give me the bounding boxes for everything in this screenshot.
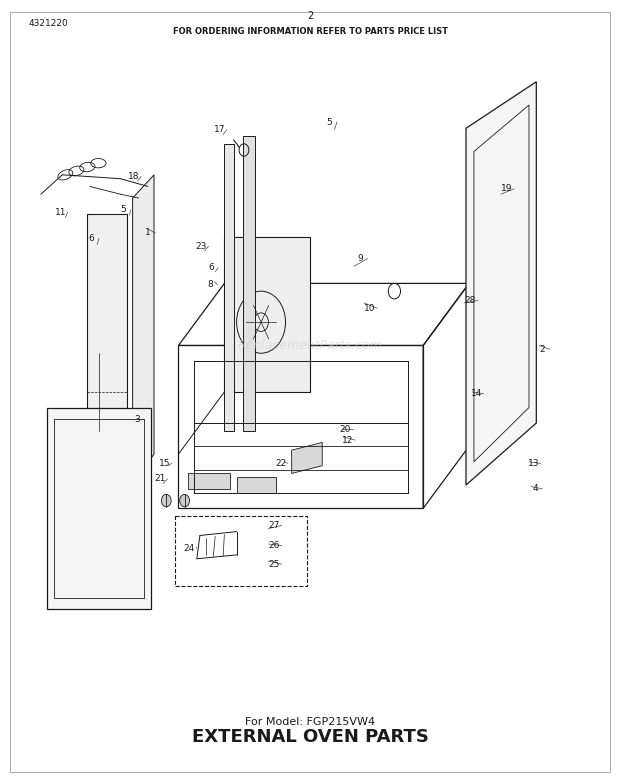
Polygon shape <box>188 474 231 489</box>
Text: 21: 21 <box>154 474 166 484</box>
Text: 11: 11 <box>55 208 66 216</box>
Text: 19: 19 <box>501 184 513 194</box>
Text: EXTERNAL OVEN PARTS: EXTERNAL OVEN PARTS <box>192 728 428 746</box>
Text: 20: 20 <box>340 425 351 434</box>
Circle shape <box>161 495 171 506</box>
Polygon shape <box>224 237 310 392</box>
Text: 27: 27 <box>269 521 280 530</box>
Text: 12: 12 <box>342 436 353 445</box>
Text: 4321220: 4321220 <box>29 19 68 28</box>
Text: 4: 4 <box>533 485 538 493</box>
Text: 13: 13 <box>528 459 539 468</box>
Text: 23: 23 <box>195 241 207 251</box>
Text: 9: 9 <box>357 254 363 263</box>
Polygon shape <box>291 442 322 474</box>
Text: 17: 17 <box>214 125 225 134</box>
Text: 2: 2 <box>539 345 545 354</box>
Text: For Model: FGP215VW4: For Model: FGP215VW4 <box>245 717 375 727</box>
Text: 10: 10 <box>364 303 376 313</box>
Text: 6: 6 <box>208 263 214 272</box>
Text: 26: 26 <box>269 541 280 550</box>
Polygon shape <box>224 143 234 430</box>
Text: 15: 15 <box>159 459 170 468</box>
Polygon shape <box>133 175 154 485</box>
Text: 2: 2 <box>307 11 313 21</box>
Polygon shape <box>466 82 536 485</box>
Text: 28: 28 <box>464 296 476 305</box>
Text: 8: 8 <box>208 281 213 289</box>
Text: 5: 5 <box>120 205 126 214</box>
Text: 25: 25 <box>269 560 280 568</box>
Polygon shape <box>47 408 151 609</box>
Polygon shape <box>87 213 126 508</box>
Text: 24: 24 <box>184 544 195 554</box>
Text: 18: 18 <box>128 172 140 181</box>
Text: FOR ORDERING INFORMATION REFER TO PARTS PRICE LIST: FOR ORDERING INFORMATION REFER TO PARTS … <box>172 27 448 36</box>
Text: ReplacementParts.com: ReplacementParts.com <box>237 339 383 352</box>
Circle shape <box>180 495 190 506</box>
Text: 1: 1 <box>145 228 151 238</box>
Text: 5: 5 <box>327 118 332 126</box>
Polygon shape <box>237 477 277 493</box>
Text: 14: 14 <box>471 389 482 398</box>
Text: 6: 6 <box>89 234 94 243</box>
Text: 22: 22 <box>275 459 286 468</box>
Text: 3: 3 <box>135 415 140 423</box>
Polygon shape <box>242 136 255 430</box>
